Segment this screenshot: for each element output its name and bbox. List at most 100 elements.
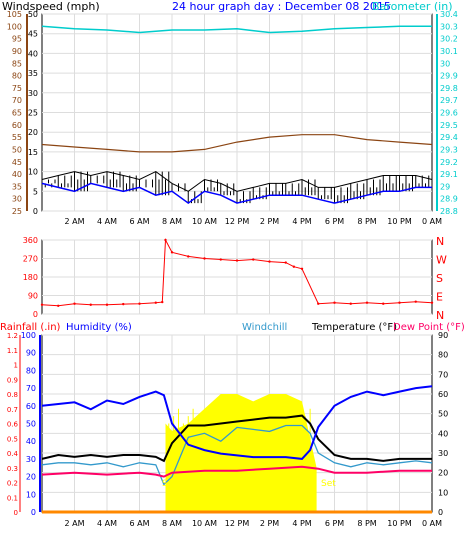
compass-letter: N — [436, 235, 444, 248]
winddir-point — [398, 301, 401, 304]
x-tick-label: 2 AM — [64, 217, 84, 226]
winddir-point — [40, 303, 44, 306]
compass-letter: W — [436, 254, 447, 267]
brown-tick-label: 60 — [12, 121, 22, 130]
windspeed-tick-label: 40 — [28, 49, 38, 58]
brown-tick-label: 65 — [12, 109, 22, 118]
winddir-point — [154, 301, 157, 304]
brown-tick-label: 25 — [12, 207, 22, 216]
temperature-tick-label: 90 — [438, 331, 448, 340]
dewpoint-label: Dew Point (°F) — [393, 322, 465, 333]
humidity-tick-label: 90 — [26, 349, 36, 358]
humidity-tick-label: 30 — [26, 455, 36, 464]
rainfall-tick-label: 0.2 — [7, 480, 18, 488]
x-tick-label: 8 AM — [162, 519, 182, 528]
brown-tick-label: 95 — [12, 35, 22, 44]
brown-tick-label: 80 — [12, 72, 22, 81]
temperature-tick-label: 40 — [438, 429, 448, 438]
x-tick-label: 8 PM — [357, 519, 376, 528]
barometer-tick-label: 29 — [440, 182, 450, 191]
brown-tick-label: 55 — [12, 133, 22, 142]
x-tick-label: 4 AM — [97, 519, 117, 528]
temperature-tick-label: 30 — [438, 449, 448, 458]
brown-tick-label: 50 — [12, 145, 22, 154]
barometer-tick-label: 29.1 — [440, 170, 458, 179]
temp-humidity-panel: Rainfall (.in) Humidity (%) Windchill Te… — [0, 322, 465, 528]
rainfall-tick-label: 1 — [14, 362, 18, 370]
x-tick-label: 8 PM — [357, 217, 376, 226]
compass-letter: S — [436, 272, 443, 285]
rainfall-tick-label: 1.1 — [7, 347, 18, 355]
rainfall-tick-label: 1.2 — [7, 332, 18, 340]
humidity-axis-label: Humidity (%) — [66, 322, 132, 333]
windspeed-tick-label: 15 — [28, 148, 38, 157]
winddir-point — [161, 300, 164, 304]
barometer-tick-label: 29.4 — [440, 133, 458, 142]
compass-letter: E — [436, 291, 443, 304]
winddir-point — [292, 265, 296, 268]
barometer-tick-label: 29.5 — [440, 121, 458, 130]
winddir-tick-label: 360 — [23, 236, 38, 245]
windchill-line — [41, 424, 433, 486]
x-tick-label: 12 PM — [225, 519, 250, 528]
winddir-point — [284, 261, 287, 264]
windspeed-tick-label: 0 — [33, 207, 38, 216]
rainfall-tick-label: 0.4 — [7, 450, 19, 458]
gust-line — [41, 171, 433, 192]
compass-letter: N — [436, 309, 444, 322]
barometer-tick-label: 29.6 — [440, 109, 458, 118]
x-tick-label: 12 PM — [225, 217, 250, 226]
temperature-line — [41, 414, 432, 463]
winddir-point — [138, 302, 141, 305]
barometer-tick-label: 28.8 — [440, 207, 458, 216]
barometer-tick-label: 30.1 — [440, 47, 458, 56]
windspeed-tick-label: 35 — [28, 69, 38, 78]
temperature-axis-label: Temperature (°F) — [311, 322, 397, 333]
wind-barometer-panel: Windspeed (mph) 24 hour graph day : Dece… — [2, 0, 458, 226]
temperature-tick-label: 20 — [438, 469, 448, 478]
winddir-line — [41, 238, 433, 307]
x-tick-label: 0 AM — [422, 217, 442, 226]
x-tick-label: 4 PM — [292, 519, 311, 528]
temperature-tick-label: 10 — [438, 488, 448, 497]
windspeed-tick-label: 30 — [28, 89, 38, 98]
winddir-point — [57, 304, 60, 307]
temperature-tick-label: 70 — [438, 370, 448, 379]
winddir-point — [89, 303, 92, 306]
x-tick-label: 6 AM — [129, 217, 149, 226]
barometer-tick-label: 30.2 — [440, 35, 458, 44]
x-tick-label: 2 PM — [260, 217, 279, 226]
brown-tick-label: 40 — [12, 170, 22, 179]
temperature-tick-label: 0 — [438, 508, 443, 517]
humidity-tick-label: 80 — [26, 366, 36, 375]
rainfall-axis-label: Rainfall (.in) — [0, 322, 61, 333]
winddir-point — [187, 255, 190, 258]
winddir-point — [333, 301, 336, 304]
rainfall-tick-label: 0.5 — [7, 435, 18, 443]
humidity-tick-label: 70 — [26, 384, 36, 393]
x-tick-label: 10 AM — [192, 519, 217, 528]
temperature-tick-label: 50 — [438, 410, 448, 419]
winddir-point — [73, 302, 76, 305]
brown-tick-label: 100 — [7, 22, 22, 31]
rainfall-tick-label: 0.6 — [7, 421, 19, 429]
brown-tick-label: 85 — [12, 59, 22, 68]
winddir-tick-label: 180 — [23, 273, 38, 282]
barometer-tick-label: 29.3 — [440, 145, 458, 154]
winddir-point — [300, 267, 304, 270]
x-tick-label: 4 PM — [292, 217, 311, 226]
winddir-point — [349, 302, 352, 305]
barometer-tick-label: 29.7 — [440, 96, 458, 105]
chart-title: 24 hour graph day : December 08 2015 — [172, 0, 391, 13]
winddir-tick-label: 270 — [23, 255, 38, 264]
winddir-point — [170, 251, 174, 254]
dewpoint-line — [41, 465, 432, 478]
winddir-tick-label: 90 — [28, 292, 38, 301]
humidity-tick-label: 40 — [26, 437, 36, 446]
winddir-point — [414, 300, 417, 303]
windspeed-axis-label: Windspeed (mph) — [2, 0, 100, 13]
barometer-tick-label: 29.2 — [440, 158, 458, 167]
